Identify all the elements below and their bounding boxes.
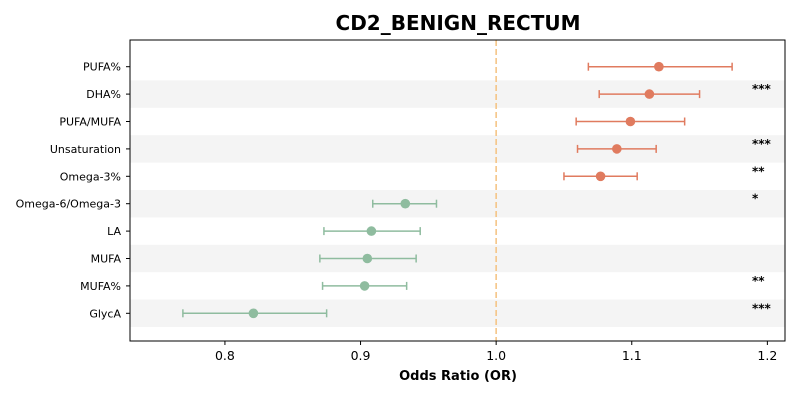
x-tick-label: 1.2 — [757, 348, 777, 363]
y-axis: PUFA% DHA% PUFA/MUFA Unsaturation Omega-3% Om… — [16, 61, 130, 320]
y-tick-label: MUFA — [91, 253, 122, 266]
row-stripe — [130, 244, 785, 273]
significance-label: *** — [752, 301, 772, 315]
or-point — [654, 61, 664, 72]
significance-label: *** — [752, 137, 772, 151]
significance-labels: ************** — [752, 82, 772, 315]
x-axis-label: Odds Ratio (OR) — [399, 369, 517, 384]
y-tick-label: Omega-6/Omega-3 — [16, 198, 121, 211]
or-point — [625, 116, 636, 127]
or-point — [644, 89, 655, 99]
x-tick-label: 1.0 — [486, 348, 506, 363]
chart-title: CD2_BENIGN_RECTUM — [336, 11, 581, 35]
y-tick-label: Unsaturation — [50, 143, 121, 156]
or-point — [366, 226, 377, 236]
row-stripe — [130, 190, 785, 218]
significance-label: * — [752, 192, 759, 206]
row-stripes — [130, 80, 785, 327]
or-point — [359, 281, 370, 291]
significance-label: ** — [752, 274, 765, 288]
or-point — [612, 144, 622, 154]
or-point — [248, 308, 259, 319]
or-point — [595, 171, 606, 182]
y-tick-label: LA — [107, 225, 121, 238]
x-axis: 0.8 0.9 1.0 1.1 1.2 — [215, 341, 777, 363]
or-point — [400, 198, 411, 209]
y-tick-label: GlycA — [89, 307, 121, 320]
significance-label: *** — [752, 82, 772, 96]
or-point — [362, 253, 373, 264]
y-tick-label: PUFA% — [83, 61, 121, 74]
plot-frame — [129, 39, 786, 342]
x-tick-label: 0.8 — [215, 348, 235, 363]
x-tick-label: 0.9 — [351, 348, 371, 363]
y-tick-label: Omega-3% — [60, 170, 121, 183]
y-tick-label: PUFA/MUFA — [59, 116, 121, 129]
significance-label: ** — [752, 164, 765, 178]
row-stripe — [130, 135, 785, 163]
data-marks — [182, 61, 733, 319]
y-tick-label: MUFA% — [80, 280, 121, 293]
y-tick-label: DHA% — [86, 88, 121, 101]
x-tick-label: 1.1 — [622, 348, 642, 363]
